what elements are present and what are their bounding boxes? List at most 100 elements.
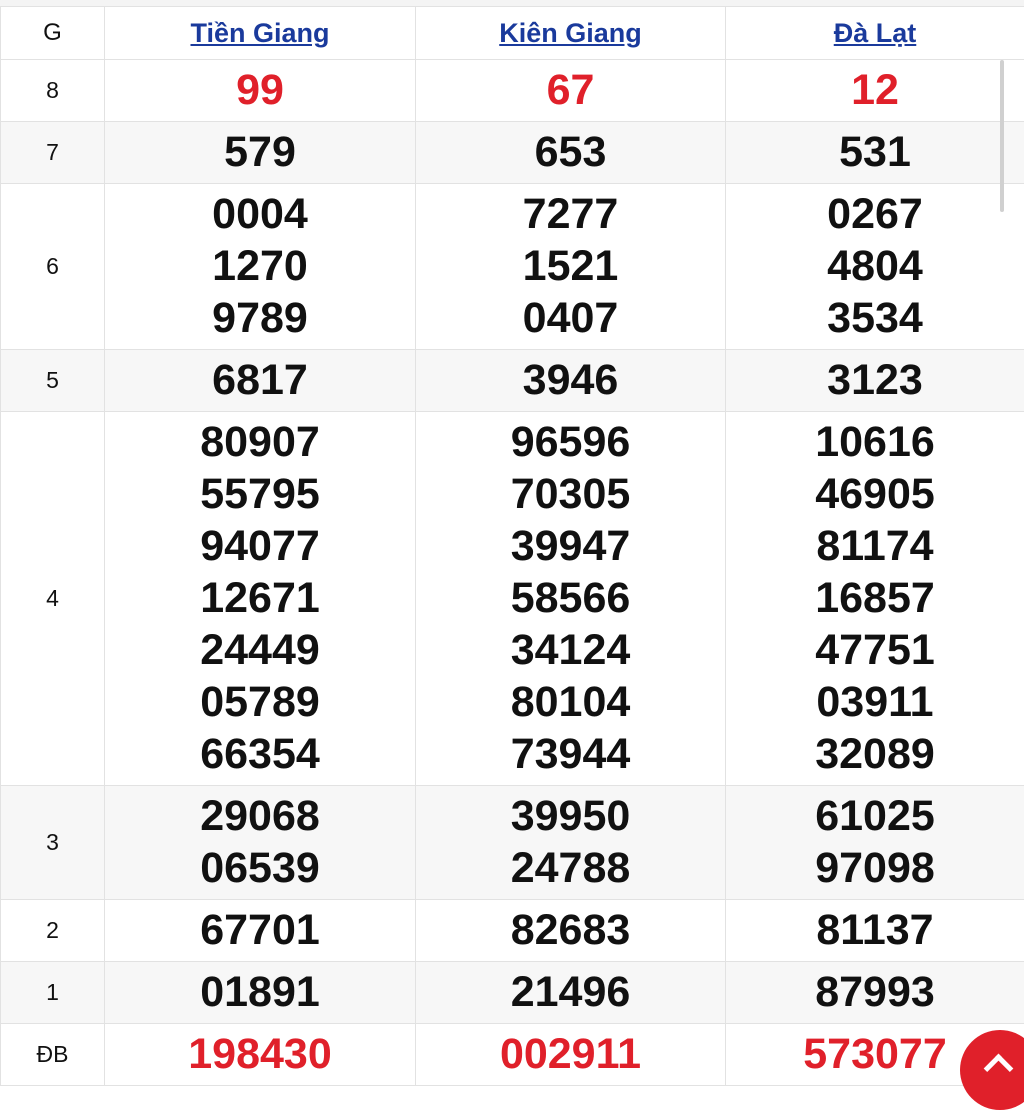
prize-header: G — [1, 7, 105, 60]
result-number: 70305 — [416, 468, 725, 520]
result-number: 9789 — [105, 292, 415, 344]
result-number: 12671 — [105, 572, 415, 624]
result-number: 32089 — [726, 728, 1024, 780]
result-cell: 3946 — [416, 350, 726, 412]
result-number: 06539 — [105, 842, 415, 894]
province-link-tien-giang[interactable]: Tiền Giang — [190, 18, 329, 48]
result-cell: 3123 — [726, 350, 1024, 412]
result-cell: 67 — [416, 60, 726, 122]
result-number: 39950 — [416, 790, 725, 842]
result-number: 46905 — [726, 468, 1024, 520]
result-cell: 6817 — [105, 350, 416, 412]
result-number: 1270 — [105, 240, 415, 292]
result-cell: 579 — [105, 122, 416, 184]
result-cell: 531 — [726, 122, 1024, 184]
result-cell: 81137 — [726, 900, 1024, 962]
scroll-to-top-button[interactable] — [960, 1030, 1024, 1110]
result-number: 96596 — [416, 416, 725, 468]
prize-label: 8 — [1, 60, 105, 122]
result-number: 39947 — [416, 520, 725, 572]
result-number: 0267 — [726, 188, 1024, 240]
result-number: 531 — [726, 126, 1024, 178]
result-number: 82683 — [416, 904, 725, 956]
result-number: 10616 — [726, 416, 1024, 468]
result-number: 3534 — [726, 292, 1024, 344]
result-number: 7277 — [416, 188, 725, 240]
result-number: 0407 — [416, 292, 725, 344]
result-number: 87993 — [726, 966, 1024, 1018]
result-cell: 87993 — [726, 962, 1024, 1024]
prize-label: 4 — [1, 412, 105, 786]
result-number: 21496 — [416, 966, 725, 1018]
result-number: 66354 — [105, 728, 415, 780]
result-number: 24788 — [416, 842, 725, 894]
result-number: 81137 — [726, 904, 1024, 956]
result-number: 80907 — [105, 416, 415, 468]
result-number: 47751 — [726, 624, 1024, 676]
province-link-kien-giang[interactable]: Kiên Giang — [499, 18, 642, 48]
result-number: 3946 — [416, 354, 725, 406]
result-number: 01891 — [105, 966, 415, 1018]
result-number: 81174 — [726, 520, 1024, 572]
result-number: 73944 — [416, 728, 725, 780]
result-number: 24449 — [105, 624, 415, 676]
result-number: 579 — [105, 126, 415, 178]
prize-label: ĐB — [1, 1024, 105, 1086]
result-cell: 67701 — [105, 900, 416, 962]
result-number: 6817 — [105, 354, 415, 406]
prize-label: 6 — [1, 184, 105, 350]
result-number: 34124 — [416, 624, 725, 676]
result-number: 0004 — [105, 188, 415, 240]
result-number: 1521 — [416, 240, 725, 292]
result-number: 80104 — [416, 676, 725, 728]
result-number: 97098 — [726, 842, 1024, 894]
result-number: 3123 — [726, 354, 1024, 406]
header-row: G Tiền Giang Kiên Giang Đà Lạt — [1, 7, 1024, 60]
result-cell: 653 — [416, 122, 726, 184]
result-number: 002911 — [416, 1028, 725, 1080]
result-cell: 99 — [105, 60, 416, 122]
result-number: 12 — [726, 64, 1024, 116]
result-cell: 01891 — [105, 962, 416, 1024]
prize-label: 1 — [1, 962, 105, 1024]
result-number: 94077 — [105, 520, 415, 572]
result-number: 58566 — [416, 572, 725, 624]
scrollbar[interactable] — [1000, 60, 1004, 212]
result-number: 99 — [105, 64, 415, 116]
result-cell: 198430 — [105, 1024, 416, 1086]
result-number: 03911 — [726, 676, 1024, 728]
result-number: 67 — [416, 64, 725, 116]
result-cell: 21496 — [416, 962, 726, 1024]
result-number: 16857 — [726, 572, 1024, 624]
result-number: 4804 — [726, 240, 1024, 292]
result-number: 55795 — [105, 468, 415, 520]
result-cell: 12 — [726, 60, 1024, 122]
result-number: 05789 — [105, 676, 415, 728]
province-link-da-lat[interactable]: Đà Lạt — [834, 18, 917, 48]
prize-label: 3 — [1, 786, 105, 900]
result-number: 61025 — [726, 790, 1024, 842]
result-number: 198430 — [105, 1028, 415, 1080]
prize-label: 2 — [1, 900, 105, 962]
prize-label: 5 — [1, 350, 105, 412]
result-cell: 82683 — [416, 900, 726, 962]
result-number: 29068 — [105, 790, 415, 842]
result-cell: 002911 — [416, 1024, 726, 1086]
